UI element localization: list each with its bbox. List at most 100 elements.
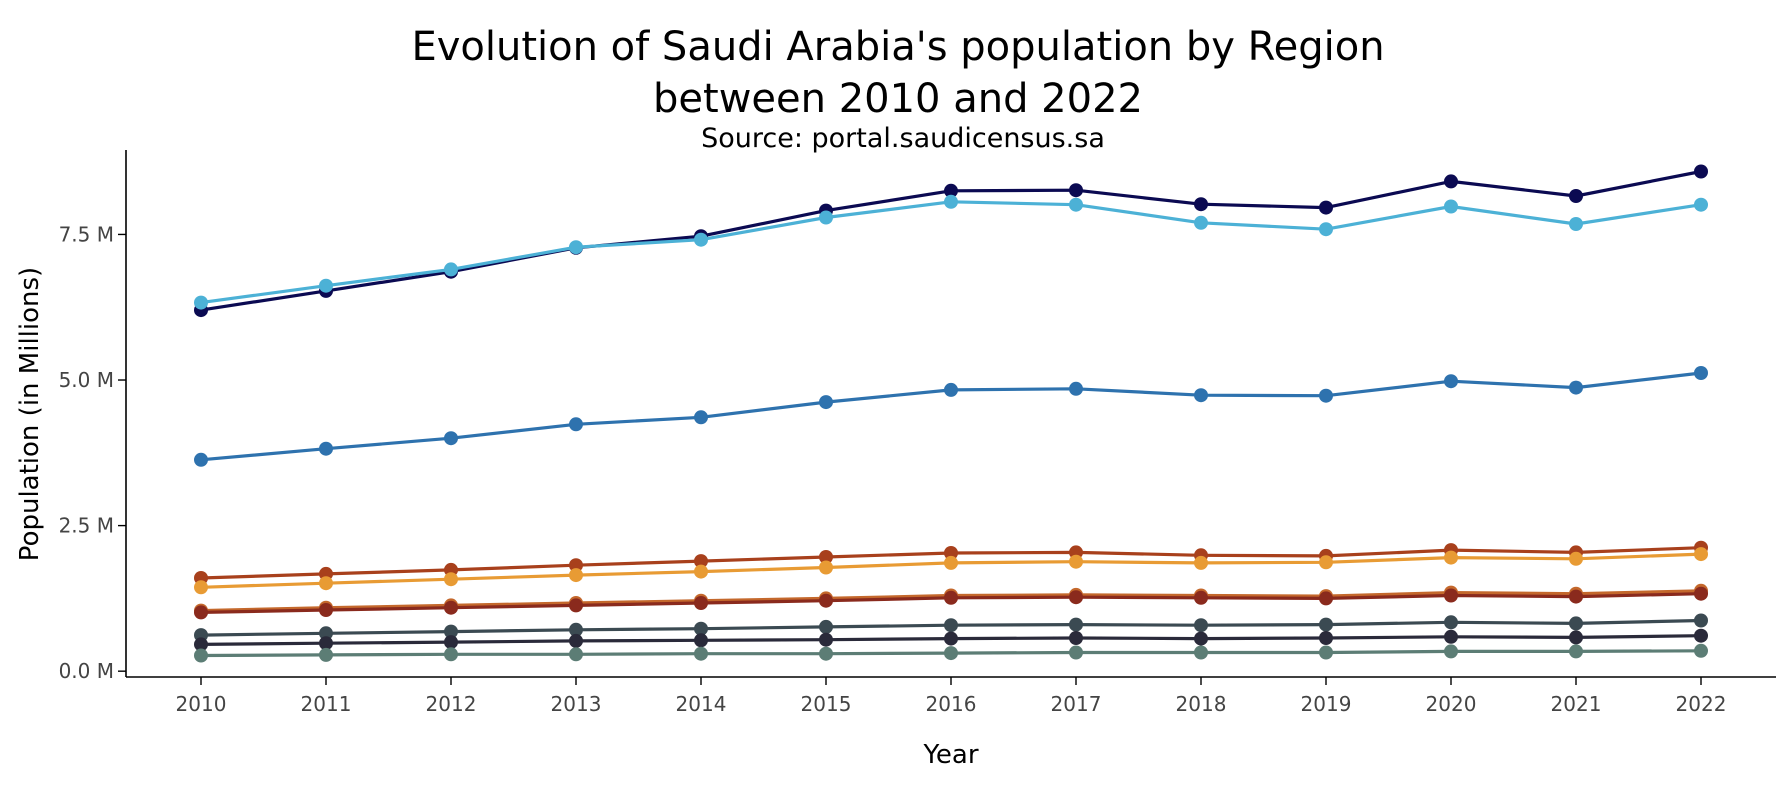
data-point <box>944 194 958 209</box>
data-point <box>1569 630 1583 645</box>
data-point <box>444 600 458 615</box>
x-tick-label: 2018 <box>1176 692 1227 716</box>
data-point <box>1194 197 1208 212</box>
data-point <box>944 646 958 661</box>
data-point <box>1694 164 1708 179</box>
data-point <box>1194 618 1208 633</box>
data-point <box>444 262 458 277</box>
data-point <box>444 624 458 639</box>
x-axis-label: Year <box>922 740 978 770</box>
series-8 <box>194 613 1708 643</box>
y-axis-label: Population (in Millions) <box>15 267 45 561</box>
x-tick-label: 2022 <box>1676 692 1727 716</box>
x-tick-label: 2017 <box>1051 692 1102 716</box>
data-point <box>194 580 208 595</box>
data-point <box>944 618 958 633</box>
data-point <box>1069 381 1083 396</box>
data-point <box>569 633 583 648</box>
data-point <box>1694 643 1708 658</box>
data-point <box>1444 550 1458 565</box>
data-point <box>1069 183 1083 198</box>
data-point <box>694 564 708 579</box>
data-point <box>1694 628 1708 643</box>
series-9 <box>194 628 1708 652</box>
y-tick-label: 5.0 M <box>59 368 114 392</box>
data-point <box>444 572 458 587</box>
data-point <box>1069 554 1083 569</box>
x-tick-label: 2019 <box>1301 692 1352 716</box>
data-point <box>944 546 958 560</box>
data-point <box>1694 613 1708 628</box>
data-point <box>1319 555 1333 570</box>
y-tick-label: 2.5 M <box>59 514 114 538</box>
data-point <box>1694 547 1708 562</box>
data-point <box>944 555 958 570</box>
data-point <box>694 633 708 648</box>
data-point <box>1569 380 1583 395</box>
data-point <box>194 637 208 652</box>
series-2 <box>194 194 1708 310</box>
data-point <box>194 295 208 310</box>
data-point <box>319 647 333 662</box>
data-point <box>569 240 583 255</box>
data-point <box>1194 590 1208 605</box>
data-point <box>569 568 583 583</box>
data-point <box>1194 631 1208 646</box>
data-point <box>319 278 333 293</box>
data-point <box>194 452 208 467</box>
data-point <box>1444 374 1458 389</box>
data-point <box>319 636 333 651</box>
series-5 <box>194 547 1708 595</box>
chart-title-line-1: Evolution of Saudi Arabia's population b… <box>411 24 1384 70</box>
data-point <box>1694 586 1708 601</box>
data-point <box>569 598 583 613</box>
data-point <box>1319 200 1333 215</box>
x-tick-label: 2012 <box>426 692 477 716</box>
x-tick-label: 2011 <box>301 692 352 716</box>
data-point <box>1569 589 1583 604</box>
data-point <box>194 648 208 663</box>
data-point <box>694 646 708 661</box>
data-point <box>444 647 458 662</box>
data-point <box>1069 617 1083 632</box>
data-point <box>319 626 333 641</box>
data-point <box>1194 645 1208 660</box>
chart-title-line-2: between 2010 and 2022 <box>653 76 1143 122</box>
data-point <box>1194 555 1208 570</box>
data-point <box>694 410 708 425</box>
x-tick-label: 2013 <box>551 692 602 716</box>
data-point <box>819 395 833 410</box>
series-7 <box>194 586 1708 620</box>
data-point <box>819 593 833 608</box>
data-point <box>694 621 708 636</box>
data-point <box>694 596 708 610</box>
series-1 <box>194 164 1708 318</box>
data-point <box>1319 222 1333 237</box>
data-point <box>944 382 958 397</box>
data-point <box>944 631 958 646</box>
series-line <box>200 200 1702 305</box>
data-point <box>1319 591 1333 606</box>
axes: 0.0 M 2.5 M 5.0 M 7.5 M 2010 2011 2012 2013 2014… <box>59 150 1776 716</box>
data-point <box>1319 631 1333 645</box>
x-tick-label: 2021 <box>1551 692 1602 716</box>
data-point <box>819 550 833 564</box>
data-point <box>1444 629 1458 644</box>
data-point <box>1194 388 1208 403</box>
data-point <box>444 431 458 446</box>
data-point <box>1069 590 1083 605</box>
data-point <box>944 183 958 198</box>
data-point <box>569 647 583 662</box>
data-point <box>569 558 583 573</box>
data-point <box>1194 215 1208 230</box>
data-point <box>1444 199 1458 214</box>
x-tick-label: 2014 <box>676 692 727 716</box>
data-point <box>819 619 833 634</box>
data-point <box>944 590 958 605</box>
series-10 <box>194 643 1708 663</box>
data-point <box>569 622 583 637</box>
data-point <box>1444 174 1458 189</box>
data-point <box>1569 644 1583 659</box>
